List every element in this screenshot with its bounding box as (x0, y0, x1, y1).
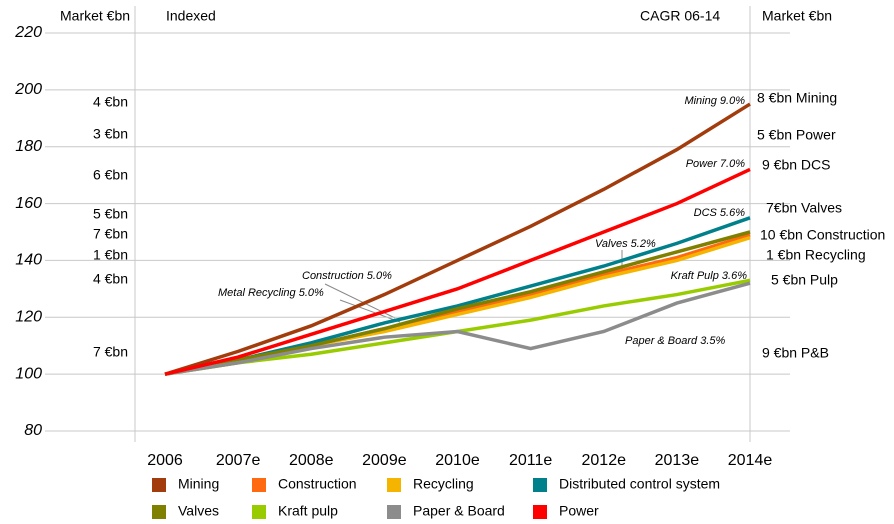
legend-label: Valves (178, 503, 219, 519)
legend-swatch (152, 505, 166, 519)
x-tick-label: 2010e (435, 452, 480, 469)
y-tick-label: 220 (14, 24, 42, 41)
series-line (164, 102, 751, 376)
header: Indexed (166, 8, 216, 24)
annotation: Mining 9.0% (684, 95, 745, 107)
header: Market €bn (762, 8, 832, 24)
market-label: 9 €bn P&B (762, 345, 829, 361)
market-label: 5 €bn (93, 206, 128, 222)
header: Market €bn (60, 8, 130, 24)
market-label: 1 €bn Recycling (766, 247, 866, 263)
market-label: 4 €bn (93, 94, 128, 110)
legend-label: Paper & Board (413, 503, 505, 519)
y-tick-label: 80 (24, 422, 42, 439)
y-tick-label: 100 (15, 365, 42, 382)
x-tick-label: 2008e (289, 452, 334, 469)
market-label: 3 €bn (93, 126, 128, 142)
market-label: 4 €bn (93, 271, 128, 287)
legend-swatch (252, 478, 266, 492)
x-tick-label: 2009e (362, 452, 407, 469)
market-label: 7 €bn (93, 226, 128, 242)
annotation: Paper & Board 3.5% (625, 335, 726, 347)
legend-label: Mining (178, 476, 219, 492)
legend-swatch (252, 505, 266, 519)
y-tick-label: 120 (15, 309, 42, 326)
y-tick-label: 200 (14, 81, 42, 98)
market-label: 5 €bn Pulp (771, 272, 838, 288)
annotation: Construction 5.0% (302, 270, 392, 282)
header: CAGR 06-14 (640, 8, 720, 24)
market-label: 6 €bn (93, 167, 128, 183)
market-label: 5 €bn Power (757, 127, 836, 143)
x-tick-label: 2006 (147, 452, 183, 469)
x-tick-label: 2013e (655, 452, 700, 469)
legend-label: Distributed control system (559, 476, 720, 492)
annotation: Kraft Pulp 3.6% (671, 270, 748, 282)
y-tick-label: 180 (15, 138, 42, 155)
market-label: 7€bn Valves (766, 200, 842, 216)
y-tick-label: 140 (15, 252, 42, 269)
annotation: Power 7.0% (686, 158, 746, 170)
market-label: 10 €bn Construction (760, 227, 885, 243)
market-label: 7 €bn (93, 344, 128, 360)
legend-label: Power (559, 503, 599, 519)
x-tick-label: 2011e (509, 452, 552, 469)
legend-label: Recycling (413, 476, 474, 492)
legend-label: Kraft pulp (278, 503, 338, 519)
market-label: 8 €bn Mining (757, 90, 837, 106)
legend-label: Construction (278, 476, 357, 492)
y-tick-label: 160 (15, 195, 42, 212)
legend-swatch (387, 478, 401, 492)
series-line (164, 167, 751, 376)
market-label: 1 €bn (93, 247, 128, 263)
series-line (164, 230, 751, 376)
series-line (164, 281, 751, 376)
legend-swatch (387, 505, 401, 519)
x-tick-label: 2012e (582, 452, 627, 469)
x-tick-label: 2014e (728, 452, 773, 469)
x-tick-label: 2007e (216, 452, 261, 469)
annotation: DCS 5.6% (694, 207, 746, 219)
market-label: 9 €bn DCS (762, 157, 830, 173)
legend-swatch (533, 478, 547, 492)
legend-swatch (533, 505, 547, 519)
legend-swatch (152, 478, 166, 492)
annotation: Metal Recycling 5.0% (218, 287, 324, 299)
annotation: Valves 5.2% (595, 238, 656, 250)
